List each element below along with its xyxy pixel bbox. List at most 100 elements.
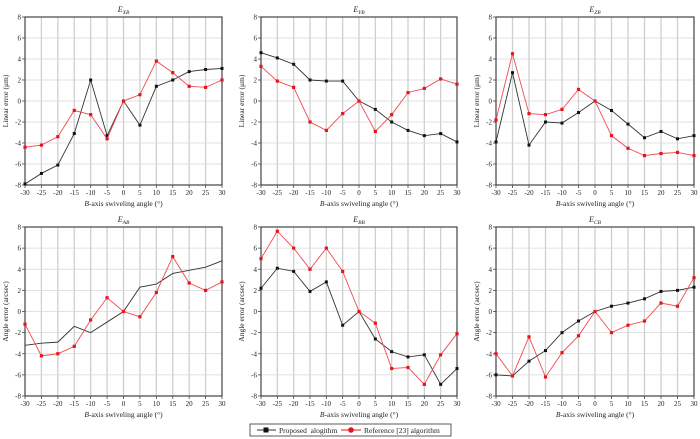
data-point: [626, 122, 630, 126]
data-point: [154, 59, 158, 63]
x-tick-label: 5: [138, 189, 142, 197]
y-axis-label: Linear error (μm): [1, 74, 10, 127]
data-point: [390, 113, 394, 117]
x-tick-label: -10: [322, 400, 332, 408]
x-tick-label: 10: [625, 400, 633, 408]
data-point: [275, 56, 279, 60]
y-axis-label: Linear error (μm): [237, 74, 246, 127]
data-point: [406, 128, 410, 132]
data-point: [187, 84, 191, 88]
legend: Proposed alogithm Reference [23] algorith…: [249, 423, 452, 437]
y-tick-label: 0: [18, 308, 22, 316]
x-tick-label: -10: [557, 400, 567, 408]
chart-panel-bb: -30 -25 -20 -15 -10 -5 0 5 10 15 20 25 30-8-6-4-2024…: [237, 215, 461, 419]
chart-title-main: E: [352, 215, 358, 224]
y-tick-label: 6: [489, 35, 493, 43]
data-point: [341, 323, 345, 327]
data-point: [560, 121, 564, 125]
data-point: [527, 112, 531, 116]
series-reference: [494, 276, 696, 379]
chart-title: EBB: [352, 215, 365, 226]
data-point: [341, 269, 345, 273]
data-point: [659, 301, 663, 305]
data-point: [154, 84, 158, 88]
data-point: [259, 257, 263, 261]
x-tick-label: -5: [104, 189, 110, 197]
x-tick-label: -5: [576, 400, 582, 408]
x-tick-label: 25: [202, 400, 210, 408]
x-tick-label: -25: [273, 189, 283, 197]
data-point: [275, 266, 279, 270]
data-point: [455, 140, 459, 144]
y-tick-label: 8: [489, 224, 493, 232]
data-point: [72, 344, 76, 348]
data-point: [138, 123, 142, 127]
chart-title: ECB: [588, 215, 602, 226]
y-tick-label: -8: [486, 393, 492, 401]
chart-title-main: E: [352, 5, 358, 14]
y-tick-label: 6: [18, 35, 22, 43]
y-tick-label: -4: [15, 140, 21, 148]
legend-label-reference: Reference [23] algorithm: [364, 426, 440, 435]
data-point: [494, 352, 498, 356]
x-tick-label: 25: [674, 400, 682, 408]
x-tick-label: 30: [219, 400, 227, 408]
data-point: [609, 134, 614, 138]
x-tick-label: 10: [388, 400, 396, 408]
x-tick-label: -15: [541, 400, 551, 408]
x-axis-label-italic: B: [84, 410, 89, 419]
y-tick-label: 8: [489, 14, 493, 22]
x-tick-label: -10: [322, 189, 332, 197]
chart-panel-xb: -30 -25 -20 -15 -10 -5 0 5 10 15 20 25 30-8-6-4-2024…: [1, 5, 226, 208]
data-point: [373, 107, 377, 111]
x-tick-label: 15: [405, 189, 413, 197]
data-point: [308, 267, 312, 271]
data-point: [610, 304, 613, 308]
data-point: [39, 171, 43, 175]
x-axis-label-italic: B: [320, 199, 325, 208]
data-point: [577, 319, 580, 323]
data-point: [23, 322, 27, 326]
x-tick-label: -5: [340, 189, 346, 197]
data-point: [341, 112, 345, 116]
y-axis-label: Angle error (arcsec): [472, 281, 481, 342]
y-tick-label: 4: [489, 266, 493, 274]
legend-label-proposed: Proposed alogithm: [279, 426, 337, 435]
data-point: [324, 128, 328, 132]
y-tick-label: 2: [489, 77, 493, 85]
y-tick-label: -2: [251, 329, 257, 337]
data-point: [439, 353, 443, 357]
x-tick-label: -20: [289, 189, 299, 197]
y-tick-label: -2: [15, 119, 21, 127]
data-point: [259, 51, 263, 55]
data-point: [406, 355, 410, 359]
x-tick-label: -5: [104, 400, 110, 408]
x-axis-label-rest: -axis swiveling angle (°): [560, 199, 634, 208]
y-tick-label: 0: [18, 98, 22, 106]
data-point: [593, 309, 597, 314]
y-tick-label: -2: [486, 329, 492, 337]
chart-title-subscript: XB: [122, 10, 130, 16]
x-tick-label: 0: [122, 189, 126, 197]
x-tick-label: 10: [153, 400, 161, 408]
y-tick-label: 4: [489, 56, 493, 64]
data-point: [511, 71, 514, 75]
data-point: [72, 108, 76, 113]
y-tick-label: 8: [18, 224, 22, 232]
x-axis-label: B-axis swiveling angle (°): [556, 199, 635, 208]
data-point: [373, 337, 377, 341]
x-tick-label: -25: [37, 189, 47, 197]
chart-title-main: E: [588, 215, 594, 224]
data-point: [373, 129, 377, 134]
x-tick-label: -5: [576, 189, 582, 197]
series-reference: [259, 64, 459, 134]
x-axis-label: B-axis swiveling angle (°): [320, 199, 399, 208]
chart-panel-yb: -30 -25 -20 -15 -10 -5 0 5 10 15 20 25 30-8-6-4-2024…: [237, 5, 461, 208]
chart-title: EYB: [352, 5, 365, 16]
y-tick-label: -4: [486, 350, 492, 358]
y-tick-label: 6: [489, 245, 493, 253]
chart-title-main: E: [588, 5, 594, 14]
y-tick-label: -6: [15, 161, 21, 169]
y-tick-label: -4: [251, 140, 257, 148]
y-tick-label: 2: [489, 287, 493, 295]
